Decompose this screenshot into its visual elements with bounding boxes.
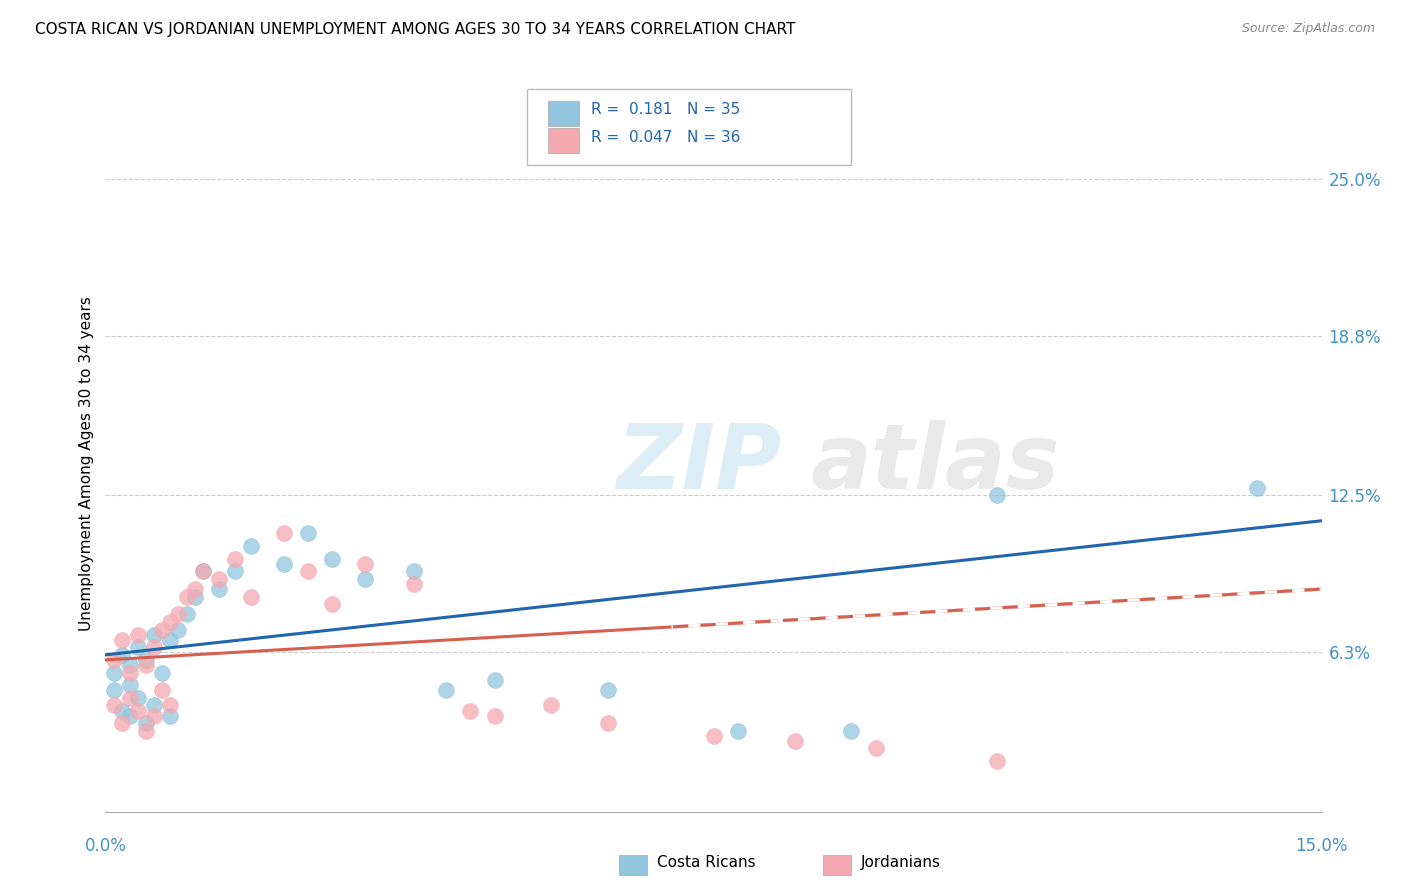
- Point: [224, 565, 246, 579]
- Point: [240, 590, 263, 604]
- Text: Costa Ricans: Costa Ricans: [657, 855, 755, 870]
- Point: [150, 665, 173, 680]
- Point: [727, 723, 749, 738]
- Point: [865, 741, 887, 756]
- Point: [702, 729, 725, 743]
- Point: [103, 653, 125, 667]
- Point: [118, 665, 141, 680]
- Point: [159, 615, 181, 629]
- Point: [297, 565, 319, 579]
- Point: [297, 526, 319, 541]
- Text: Source: ZipAtlas.com: Source: ZipAtlas.com: [1241, 22, 1375, 36]
- Point: [986, 488, 1008, 502]
- Text: ZIP: ZIP: [616, 420, 782, 508]
- Text: R =  0.047   N = 36: R = 0.047 N = 36: [591, 130, 740, 145]
- Point: [183, 582, 205, 596]
- Point: [598, 716, 620, 731]
- Point: [127, 690, 149, 705]
- Text: atlas: atlas: [811, 420, 1060, 508]
- Point: [159, 632, 181, 647]
- Point: [103, 665, 125, 680]
- Text: COSTA RICAN VS JORDANIAN UNEMPLOYMENT AMONG AGES 30 TO 34 YEARS CORRELATION CHAR: COSTA RICAN VS JORDANIAN UNEMPLOYMENT AM…: [35, 22, 796, 37]
- Point: [111, 648, 134, 662]
- Point: [167, 623, 190, 637]
- Point: [240, 539, 263, 553]
- Point: [598, 683, 620, 698]
- Point: [143, 698, 166, 713]
- Point: [143, 708, 166, 723]
- Text: R =  0.181   N = 35: R = 0.181 N = 35: [591, 103, 740, 117]
- Point: [484, 673, 506, 688]
- Point: [118, 690, 141, 705]
- Point: [484, 708, 506, 723]
- Point: [127, 704, 149, 718]
- Point: [540, 698, 562, 713]
- Point: [150, 683, 173, 698]
- Point: [783, 734, 806, 748]
- Point: [111, 716, 134, 731]
- Point: [273, 526, 295, 541]
- Point: [183, 590, 205, 604]
- Point: [167, 607, 190, 622]
- Point: [143, 627, 166, 641]
- Point: [118, 657, 141, 672]
- Y-axis label: Unemployment Among Ages 30 to 34 years: Unemployment Among Ages 30 to 34 years: [79, 296, 94, 632]
- Text: 0.0%: 0.0%: [84, 837, 127, 855]
- Point: [273, 557, 295, 571]
- Point: [111, 632, 134, 647]
- Point: [143, 640, 166, 655]
- Point: [135, 716, 157, 731]
- Point: [176, 607, 198, 622]
- Point: [208, 582, 231, 596]
- Point: [127, 640, 149, 655]
- Point: [402, 565, 425, 579]
- Point: [135, 653, 157, 667]
- Point: [103, 683, 125, 698]
- Point: [1246, 481, 1268, 495]
- Text: 15.0%: 15.0%: [1295, 837, 1348, 855]
- Point: [458, 704, 481, 718]
- Point: [321, 551, 343, 566]
- Point: [118, 678, 141, 692]
- Point: [150, 623, 173, 637]
- Point: [135, 723, 157, 738]
- Point: [118, 708, 141, 723]
- Point: [111, 704, 134, 718]
- Point: [103, 698, 125, 713]
- Point: [402, 577, 425, 591]
- Point: [354, 557, 377, 571]
- Point: [176, 590, 198, 604]
- Point: [321, 597, 343, 611]
- Point: [434, 683, 457, 698]
- Point: [191, 565, 214, 579]
- Point: [354, 572, 377, 586]
- Point: [224, 551, 246, 566]
- Point: [208, 572, 231, 586]
- Text: Jordanians: Jordanians: [860, 855, 941, 870]
- Point: [191, 565, 214, 579]
- Point: [841, 723, 863, 738]
- Point: [986, 754, 1008, 768]
- Point: [159, 698, 181, 713]
- Point: [135, 657, 157, 672]
- Point: [127, 627, 149, 641]
- Point: [159, 708, 181, 723]
